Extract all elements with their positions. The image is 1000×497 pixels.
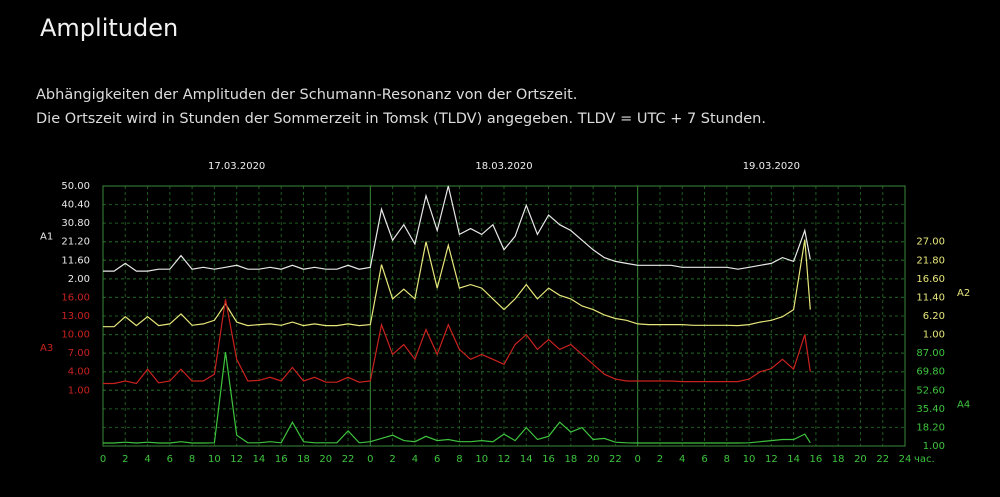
y-tick-label: 27.00 [916, 237, 945, 248]
x-tick-label: 12 [498, 454, 511, 465]
y-tick-label: 1.00 [923, 441, 945, 452]
series-name: A3 [40, 343, 53, 354]
x-tick-label: 14 [520, 454, 533, 465]
y-tick-label: 40.40 [61, 200, 90, 211]
y-tick-label: 18.20 [916, 422, 945, 433]
y-tick-label: 50.00 [61, 181, 90, 192]
series-line [103, 185, 811, 272]
series-name: A2 [957, 288, 970, 299]
x-tick-label: 12 [765, 454, 778, 465]
series-name: A1 [40, 231, 53, 242]
date-label: 19.03.2020 [743, 161, 800, 172]
y-tick-label: 13.00 [61, 311, 90, 322]
y-tick-label: 7.00 [68, 348, 90, 359]
description: Abhängigkeiten der Amplituden der Schuma… [36, 83, 766, 131]
x-tick-label: 6 [167, 454, 173, 465]
y-tick-label: 16.00 [61, 292, 90, 303]
y-tick-label: 30.80 [61, 218, 90, 229]
y-tick-label: 52.60 [916, 385, 945, 396]
x-tick-label: 6 [701, 454, 707, 465]
x-tick-label: 2 [657, 454, 663, 465]
x-tick-label: 2 [122, 454, 128, 465]
x-tick-label: 16 [275, 454, 288, 465]
y-tick-label: 11.60 [61, 255, 90, 266]
x-tick-label: 16 [810, 454, 823, 465]
x-tick-label: 18 [832, 454, 845, 465]
y-tick-label: 1.00 [923, 330, 945, 341]
x-tick-label: 14 [787, 454, 800, 465]
series-line [103, 299, 811, 385]
y-tick-label: 69.80 [916, 367, 945, 378]
x-tick-label: 8 [456, 454, 462, 465]
page-title: Amplituden [40, 14, 179, 42]
y-tick-label: 21.20 [61, 237, 90, 248]
x-tick-label: 20 [854, 454, 867, 465]
date-label: 18.03.2020 [475, 161, 532, 172]
y-tick-label: 4.00 [68, 367, 90, 378]
x-tick-label: 20 [587, 454, 600, 465]
series-line [103, 239, 811, 328]
x-tick-label: 4 [679, 454, 685, 465]
x-tick-label: 0 [367, 454, 373, 465]
x-tick-label: 16 [542, 454, 555, 465]
plot-frame [102, 185, 906, 447]
date-label: 17.03.2020 [208, 161, 265, 172]
description-line: Die Ortszeit wird in Stunden der Sommerz… [36, 111, 766, 127]
x-tick-label: 20 [319, 454, 332, 465]
y-tick-label: 1.00 [68, 385, 90, 396]
y-tick-label: 6.20 [923, 311, 945, 322]
x-tick-label: 0 [100, 454, 106, 465]
y-tick-label: 10.00 [61, 330, 90, 341]
x-tick-label: 10 [208, 454, 221, 465]
x-tick-label: 18 [564, 454, 577, 465]
y-tick-label: 87.00 [916, 348, 945, 359]
x-tick-label: 2 [389, 454, 395, 465]
y-tick-label: 35.40 [916, 404, 945, 415]
x-tick-label: 22 [342, 454, 355, 465]
x-tick-label: 22 [876, 454, 889, 465]
x-unit: час. [914, 454, 935, 465]
x-tick-label: 6 [434, 454, 440, 465]
x-tick-label: 12 [230, 454, 243, 465]
x-tick-label: 14 [253, 454, 266, 465]
y-tick-label: 11.40 [916, 292, 945, 303]
x-tick-label: 4 [144, 454, 150, 465]
y-tick-label: 21.80 [916, 255, 945, 266]
x-tick-label: 22 [609, 454, 622, 465]
y-tick-label: 16.60 [916, 274, 945, 285]
x-tick-label: 10 [475, 454, 488, 465]
x-tick-label: 24 [899, 454, 912, 465]
series-line [103, 352, 811, 444]
x-tick-label: 18 [297, 454, 310, 465]
description-line: Abhängigkeiten der Amplituden der Schuma… [36, 87, 578, 103]
x-tick-label: 8 [189, 454, 195, 465]
series-name: A4 [957, 400, 970, 411]
x-tick-label: 10 [743, 454, 756, 465]
x-tick-label: 8 [724, 454, 730, 465]
x-tick-label: 4 [412, 454, 418, 465]
x-tick-label: 0 [634, 454, 640, 465]
y-tick-label: 2.00 [68, 274, 90, 285]
